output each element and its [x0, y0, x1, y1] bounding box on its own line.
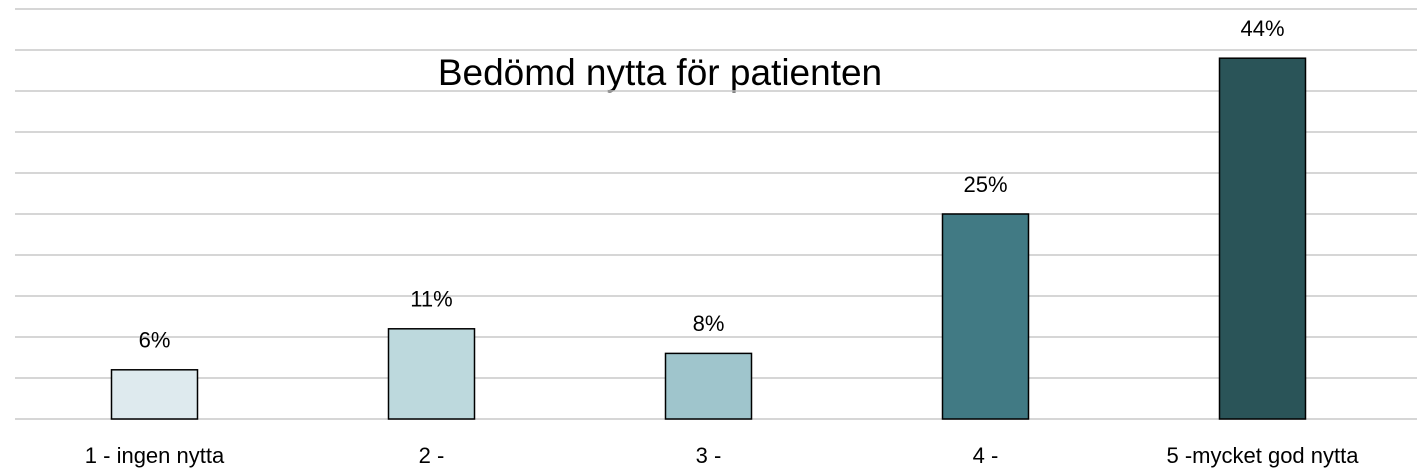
data-label: 25% [963, 172, 1007, 197]
bar [110, 369, 199, 420]
bar [1218, 57, 1307, 420]
x-tick-label: 3 - [696, 443, 722, 468]
data-label: 11% [410, 287, 452, 312]
data-label: 8% [693, 311, 725, 336]
bar [387, 328, 476, 420]
x-tick-label: 4 - [973, 443, 999, 468]
chart-title: Bedömd nytta för patienten [438, 52, 882, 93]
bar [941, 213, 1030, 420]
x-tick-label: 2 - [419, 443, 445, 468]
data-label: 44% [1240, 16, 1284, 41]
x-tick-label: 1 - ingen nytta [85, 443, 225, 468]
x-tick-label: 5 -mycket god nytta [1167, 443, 1360, 468]
bar [664, 352, 753, 420]
data-label: 6% [139, 328, 171, 353]
